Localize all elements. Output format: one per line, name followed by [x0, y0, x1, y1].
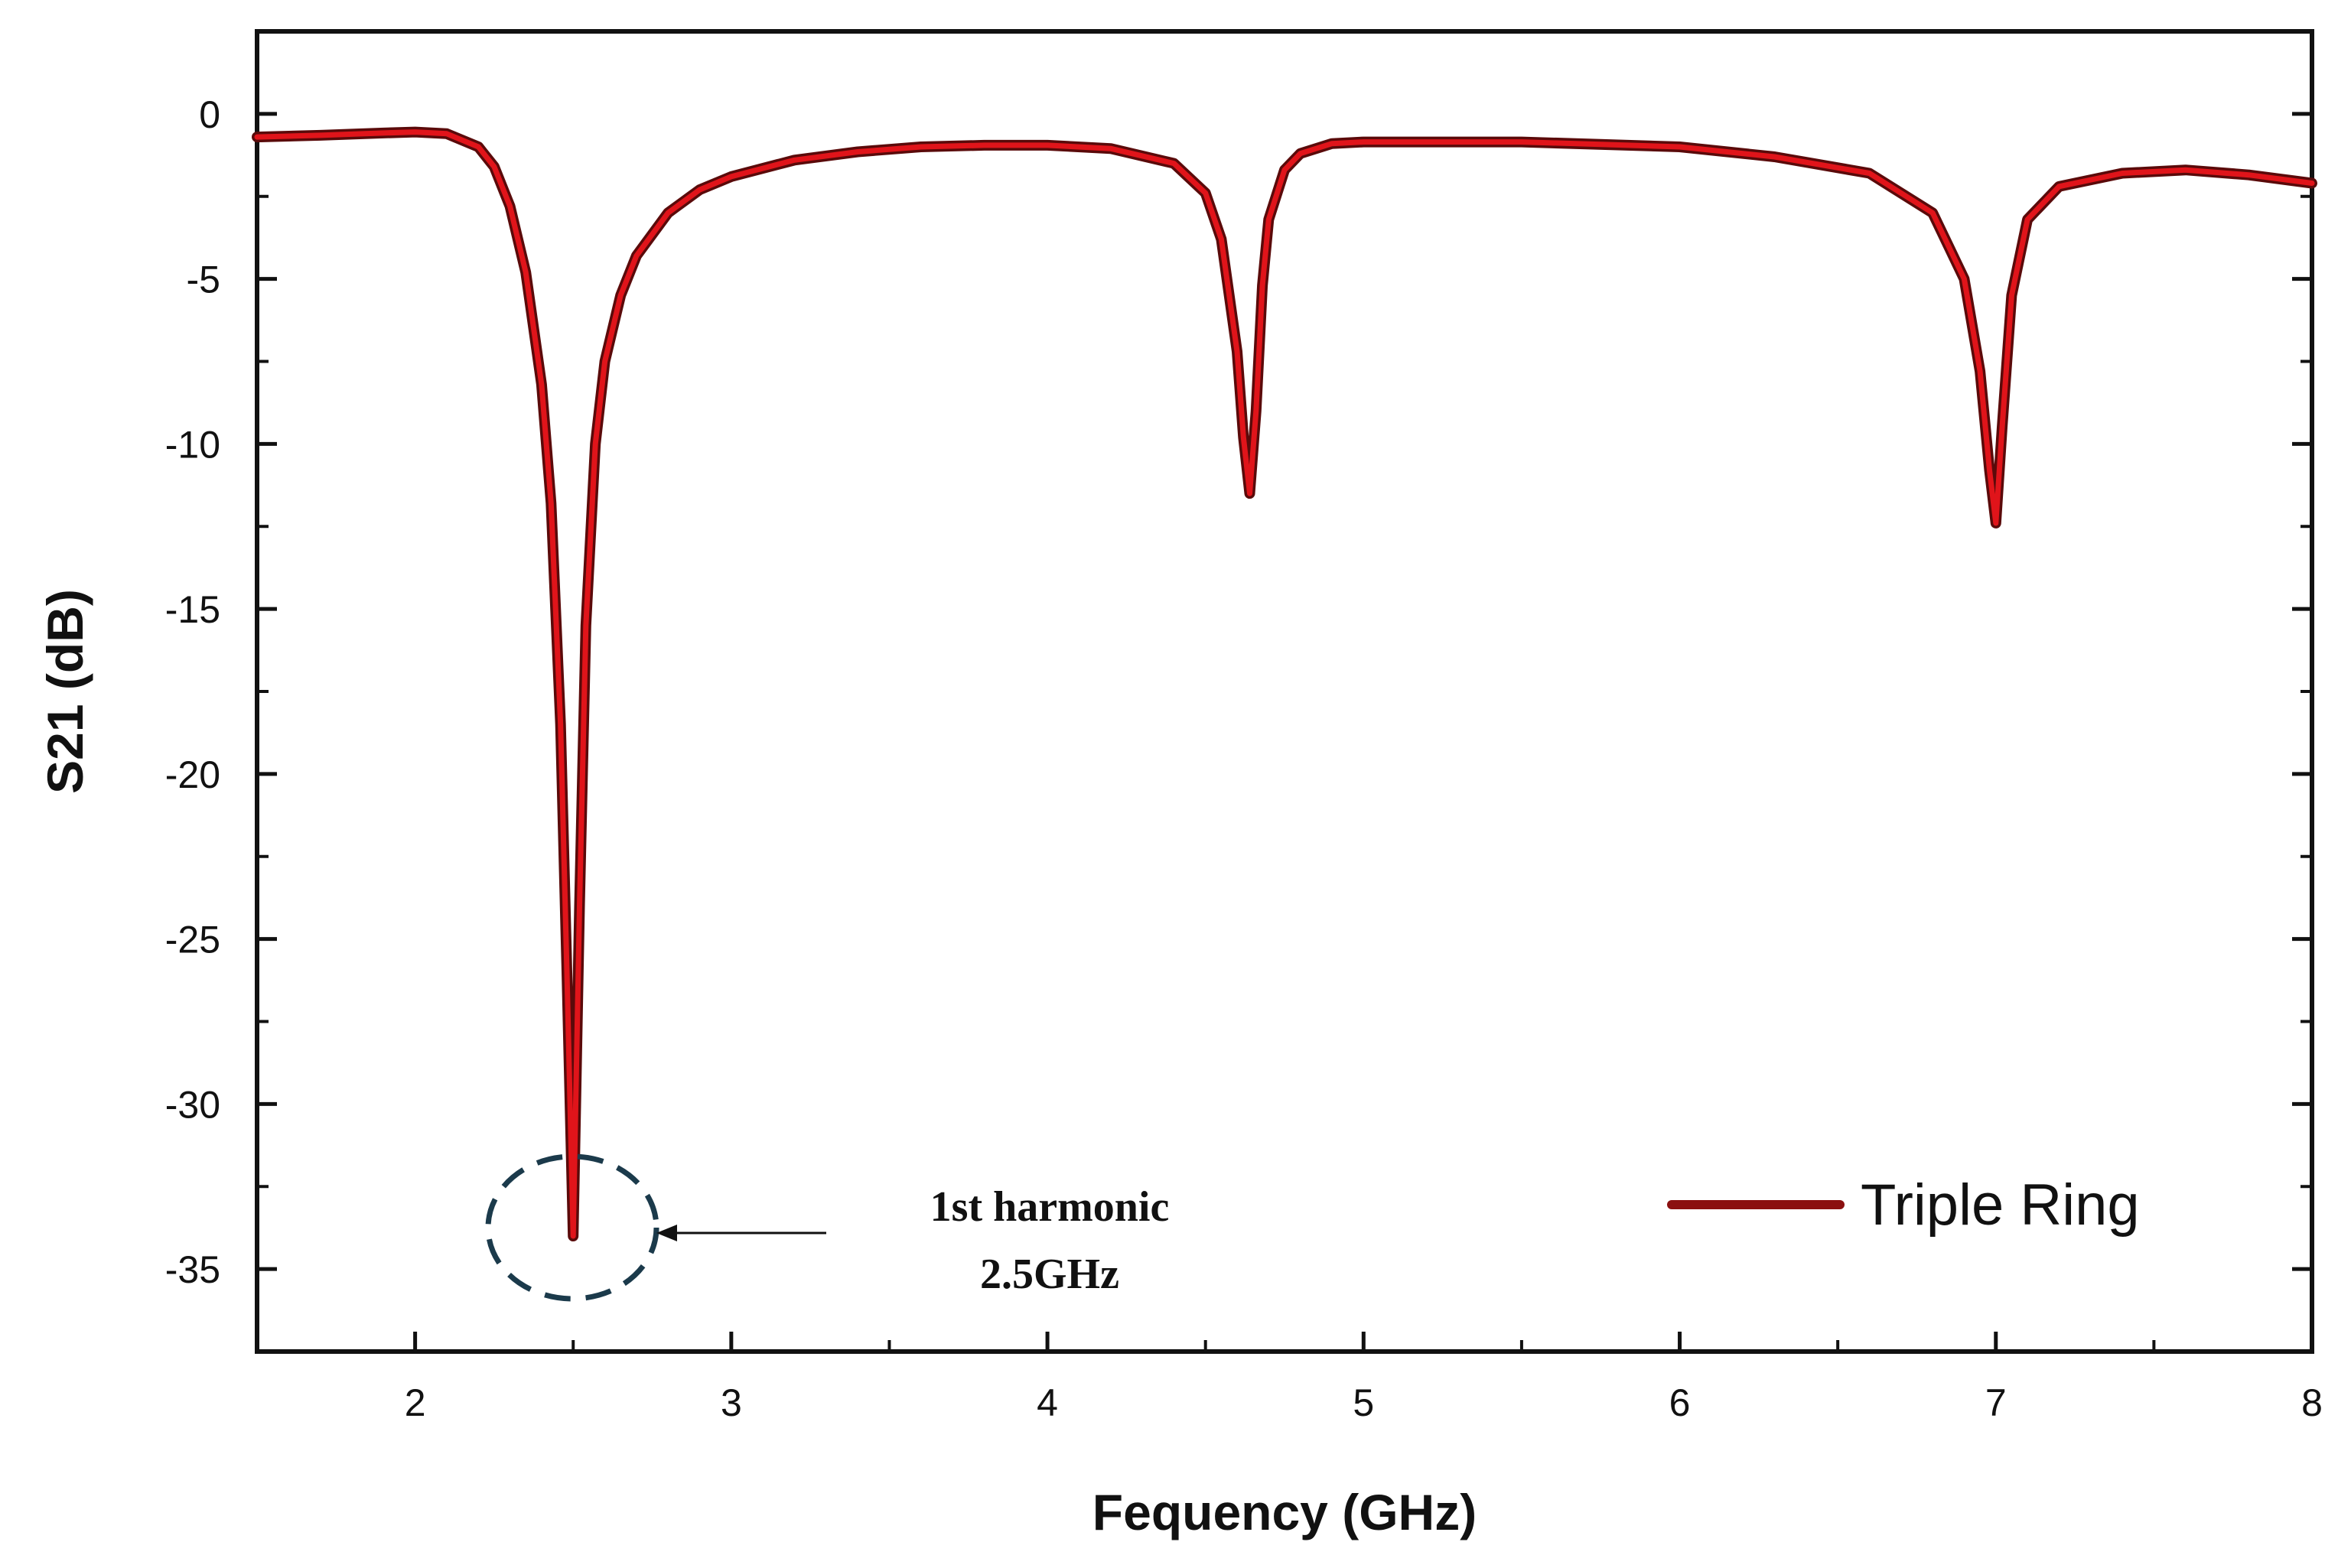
harmonic-highlight-circle: [485, 1153, 659, 1302]
x-axis-title: Fequency (GHz): [1092, 1484, 1477, 1540]
y-tick-label: -30: [165, 1083, 220, 1126]
y-tick-label: -5: [187, 259, 220, 301]
plot-frame: [255, 29, 2314, 1354]
x-tick-label: 3: [721, 1381, 742, 1424]
y-tick-label: -20: [165, 753, 220, 796]
annotation-line2: 2.5GHz: [980, 1251, 1119, 1298]
annotation-line1: 1st harmonic: [930, 1183, 1170, 1231]
y-axis-title: S21 (dB): [37, 589, 93, 794]
x-tick-label: 6: [1669, 1381, 1691, 1424]
series-line-triple-ring: [254, 129, 2315, 1239]
y-tick-label: -15: [165, 588, 220, 631]
series-outline: [252, 126, 2317, 1241]
x-tick-label: 5: [1353, 1381, 1374, 1424]
x-tick-label: 7: [1985, 1381, 2007, 1424]
y-tick-label: -35: [165, 1248, 220, 1291]
legend-label: Triple Ring: [1861, 1173, 2140, 1238]
y-tick-label: 0: [199, 93, 220, 136]
x-tick-label: 4: [1037, 1381, 1058, 1424]
axis-tick-labels: 2 3 4 5 6 7 8 0 -5 -10 -15 -20 -25 -30 -35: [165, 93, 2323, 1424]
series-layer: [252, 126, 2317, 1241]
annotation: 1st harmonic 2.5GHz: [485, 1153, 1170, 1302]
legend: Triple Ring: [1667, 1173, 2140, 1238]
y-tick-label: -10: [165, 423, 220, 466]
x-tick-label: 2: [405, 1381, 426, 1424]
axis-ticks: [256, 30, 2314, 1353]
y-tick-label: -25: [165, 919, 220, 961]
annotation-arrowhead: [656, 1225, 677, 1241]
x-tick-label: 8: [2301, 1381, 2323, 1424]
